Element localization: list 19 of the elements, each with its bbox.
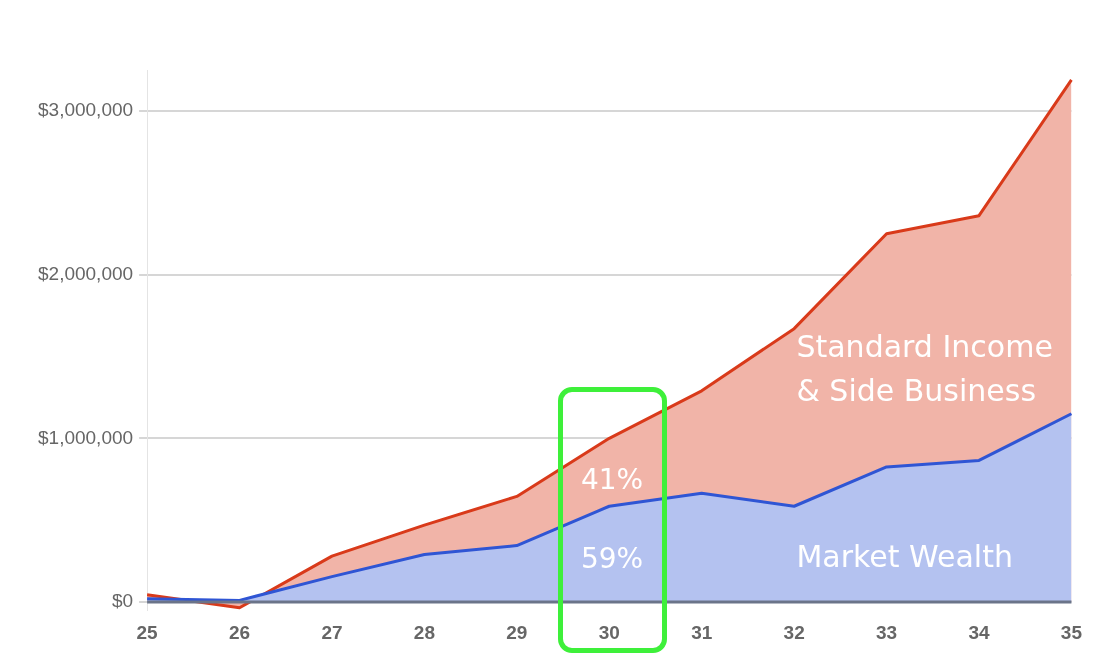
y-tick-label: $1,000,000 [38,426,134,448]
y-tick-label: $2,000,000 [38,262,134,284]
y-tick-label: $3,000,000 [38,99,134,121]
x-tick-label: 34 [968,621,990,643]
x-tick-label: 33 [875,621,898,643]
x-tick-label: 30 [598,621,620,643]
annotation: 59% [580,542,644,576]
x-tick-label: 26 [228,621,251,643]
x-tick-label: 27 [321,621,343,643]
x-tick-label: 28 [413,621,435,643]
x-tick-label: 25 [136,621,159,643]
y-tick-label: $0 [111,590,134,612]
x-tick-label: 35 [1060,621,1083,643]
x-tick-label: 32 [783,621,805,643]
x-tick-label: 31 [691,621,713,643]
series-label: Standard Income & Side Business [796,329,1053,409]
annotation: 41% [580,463,644,497]
x-tick-label: 29 [506,621,528,643]
series-label: Market Wealth [796,539,1013,575]
